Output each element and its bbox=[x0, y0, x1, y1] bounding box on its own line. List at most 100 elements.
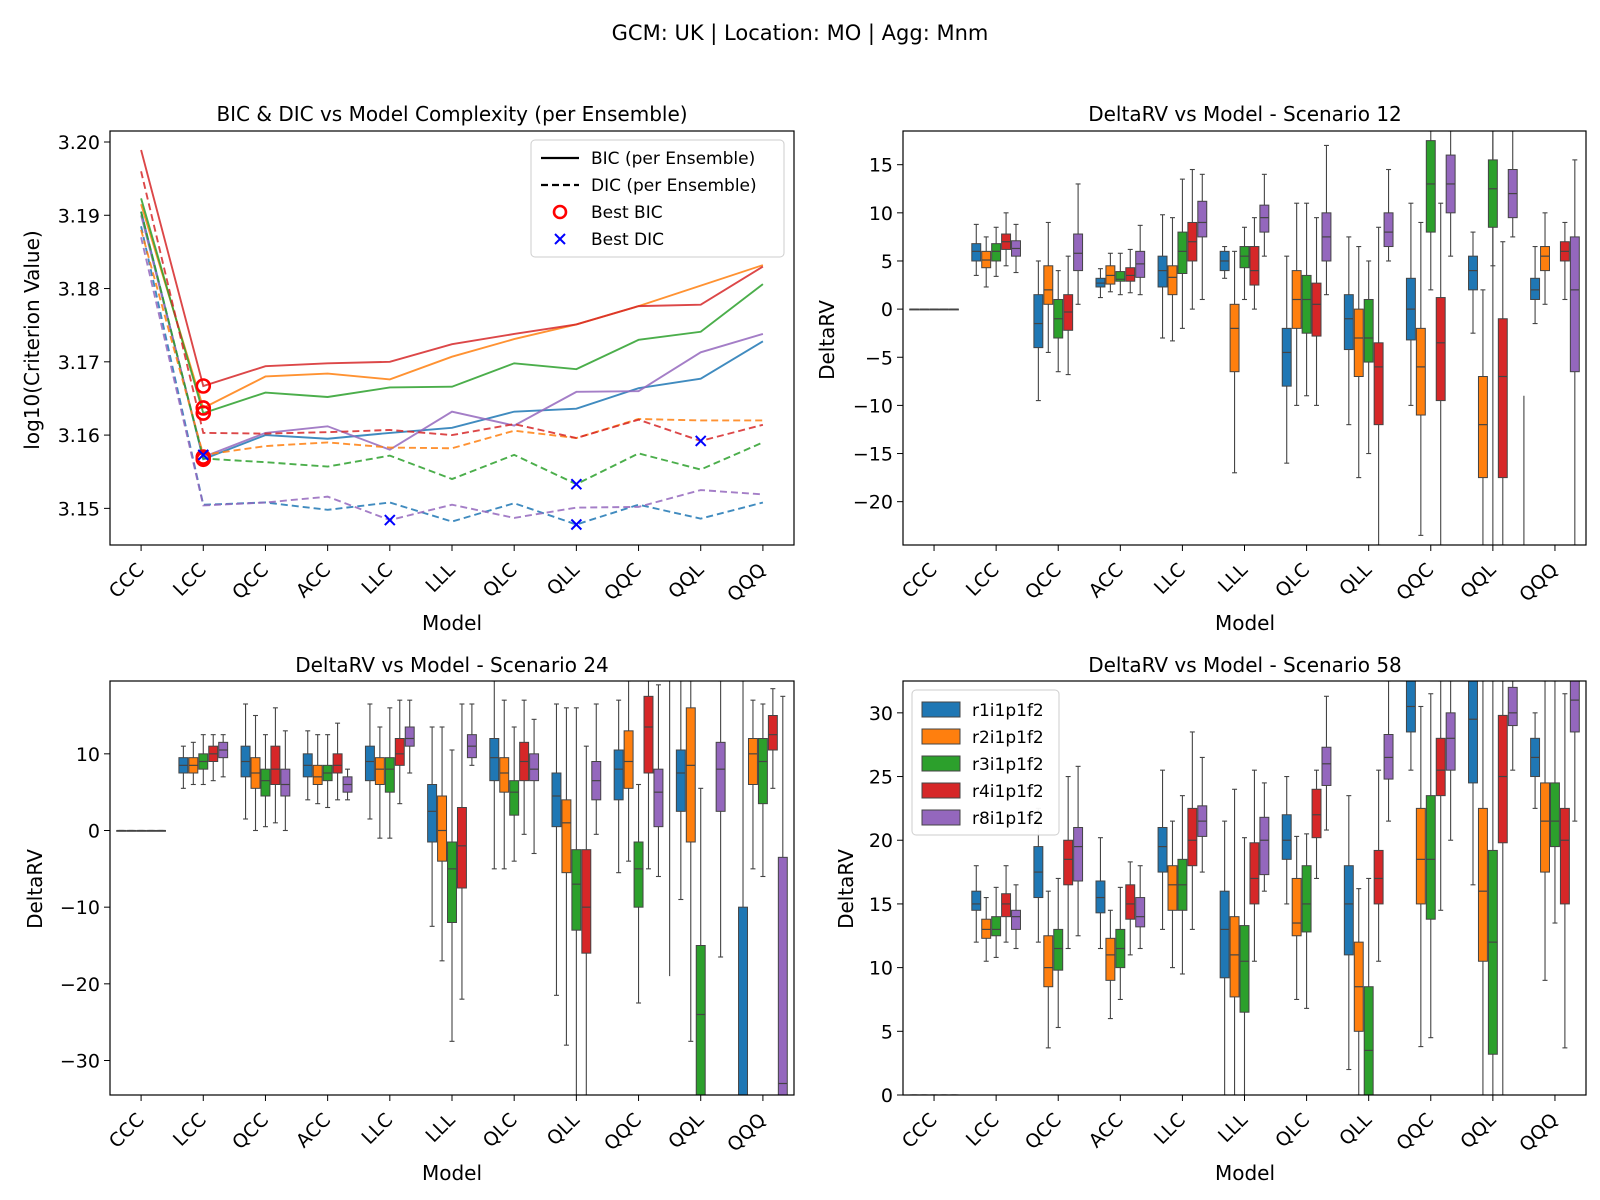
legend-best-bic-label: Best BIC bbox=[591, 203, 663, 223]
box-r2i1p1f2 bbox=[1167, 265, 1178, 296]
box-r2i1p1f2 bbox=[1415, 327, 1426, 416]
box-r1i1p1f2 bbox=[675, 749, 686, 812]
panel-bic-dic: BIC & DIC vs Model Complexity (per Ensem… bbox=[20, 102, 795, 635]
panel-4-title: DeltaRV vs Model - Scenario 58 bbox=[1088, 653, 1402, 677]
box-r4i1p1f2 bbox=[1559, 807, 1570, 905]
axes-frame bbox=[109, 680, 795, 1096]
box-r3i1p1f2 bbox=[1239, 925, 1250, 1013]
box-r2i1p1f2 bbox=[312, 764, 323, 785]
box-r3i1p1f2 bbox=[260, 768, 271, 797]
x-tick-label: QCC bbox=[1021, 1109, 1066, 1154]
box-r2i1p1f2 bbox=[1167, 865, 1178, 911]
y-tick-label: 3.20 bbox=[58, 132, 100, 154]
box-r2i1p1f2 bbox=[1043, 935, 1054, 988]
legend-swatch-r2i1p1f2 bbox=[921, 728, 961, 745]
legend-best-dic-label: Best DIC bbox=[591, 230, 664, 250]
panel-scenario-24: DeltaRV vs Model - Scenario 24 Model Del… bbox=[23, 653, 795, 1185]
plot-area bbox=[140, 149, 764, 531]
y-tick-label: 0 bbox=[881, 299, 893, 321]
box-r8i1p1f2 bbox=[1135, 897, 1146, 928]
box-r1i1p1f2 bbox=[971, 890, 982, 911]
box-r2i1p1f2 bbox=[685, 707, 696, 843]
y-tick-label: 15 bbox=[869, 155, 893, 177]
legend-label-r3i1p1f2: r3i1p1f2 bbox=[972, 755, 1044, 775]
box-r1i1p1f2 bbox=[427, 784, 438, 843]
series-line-bic-r1i1p1f2 bbox=[140, 211, 764, 461]
x-tick-label: QQL bbox=[664, 1109, 708, 1153]
x-tick-label: QLC bbox=[1271, 1109, 1314, 1152]
box-r4i1p1f2 bbox=[332, 753, 343, 774]
y-tick-label: 10 bbox=[76, 744, 100, 766]
box-r1i1p1f2 bbox=[1343, 294, 1354, 351]
box-r4i1p1f2 bbox=[1125, 267, 1136, 282]
panel-3-ylabel: DeltaRV bbox=[23, 849, 47, 929]
box-r8i1p1f2 bbox=[1383, 734, 1394, 780]
panel-1-ylabel: log10(Criterion Value) bbox=[20, 230, 44, 449]
legend-swatch-r8i1p1f2 bbox=[921, 809, 961, 826]
box-r8i1p1f2 bbox=[715, 741, 726, 812]
y-tick-label: 5 bbox=[881, 1021, 893, 1043]
box-r2i1p1f2 bbox=[1477, 807, 1488, 962]
x-tick-label: QQQ bbox=[723, 559, 770, 606]
best-dic-marker bbox=[384, 514, 396, 526]
box-r4i1p1f2 bbox=[1497, 714, 1508, 844]
legend-swatch-r1i1p1f2 bbox=[921, 701, 961, 718]
x-tick-label: QQQ bbox=[723, 1109, 770, 1156]
box-r1i1p1f2 bbox=[1157, 826, 1168, 873]
y-tick-label: −15 bbox=[853, 444, 893, 466]
box-r4i1p1f2 bbox=[1497, 318, 1508, 479]
panel-2-ylabel: DeltaRV bbox=[815, 300, 839, 380]
box-r8i1p1f2 bbox=[1507, 686, 1518, 727]
x-tick-label: ACC bbox=[292, 1109, 335, 1152]
box-r8i1p1f2 bbox=[1383, 212, 1394, 248]
legend-label-r8i1p1f2: r8i1p1f2 bbox=[972, 809, 1044, 829]
x-tick-label: CCC bbox=[898, 559, 942, 603]
legend-swatch-r3i1p1f2 bbox=[921, 755, 961, 772]
box-r1i1p1f2 bbox=[1468, 681, 1478, 784]
legend-bic-label: BIC (per Ensemble) bbox=[591, 149, 755, 169]
box-r4i1p1f2 bbox=[1435, 297, 1446, 402]
y-tick-label: 3.19 bbox=[58, 205, 100, 227]
box-r8i1p1f2 bbox=[1197, 200, 1208, 238]
plot-area bbox=[116, 681, 788, 1095]
x-tick-label: ACC bbox=[292, 559, 335, 602]
box-r2i1p1f2 bbox=[1415, 807, 1426, 905]
panel-4-xlabel: Model bbox=[1215, 1161, 1275, 1185]
box-r3i1p1f2 bbox=[633, 841, 644, 908]
box-r2i1p1f2 bbox=[747, 738, 758, 785]
box-r4i1p1f2 bbox=[456, 807, 467, 889]
y-tick-label: 3.16 bbox=[58, 425, 100, 447]
box-r2i1p1f2 bbox=[1353, 308, 1364, 378]
series-line-dic-r3i1p1f2 bbox=[140, 211, 764, 486]
y-tick-label: −10 bbox=[60, 897, 100, 919]
best-bic-marker bbox=[195, 405, 212, 421]
box-r3i1p1f2 bbox=[695, 945, 706, 1095]
series-line-bic-r4i1p1f2 bbox=[140, 149, 764, 388]
box-r8i1p1f2 bbox=[529, 753, 540, 782]
panel-2-title: DeltaRV vs Model - Scenario 12 bbox=[1088, 102, 1402, 126]
x-tick-label: LCC bbox=[962, 1109, 1004, 1151]
series-line-bic-r8i1p1f2 bbox=[140, 215, 764, 459]
y-tick-label: 3.18 bbox=[58, 279, 100, 301]
box-r3i1p1f2 bbox=[991, 916, 1002, 937]
box-r4i1p1f2 bbox=[1001, 893, 1012, 918]
box-r2i1p1f2 bbox=[1229, 303, 1240, 373]
box-r4i1p1f2 bbox=[1063, 839, 1074, 886]
box-r1i1p1f2 bbox=[1343, 865, 1354, 956]
box-r1i1p1f2 bbox=[1157, 255, 1168, 288]
box-r4i1p1f2 bbox=[394, 738, 405, 766]
axes-frame bbox=[109, 130, 795, 546]
box-r4i1p1f2 bbox=[1249, 842, 1260, 905]
x-tick-label: CCC bbox=[898, 1109, 942, 1153]
box-r2i1p1f2 bbox=[1477, 376, 1488, 479]
x-tick-label: LLL bbox=[1214, 559, 1252, 597]
legend-best-dic-swatch bbox=[554, 233, 566, 245]
y-tick-label: 10 bbox=[869, 203, 893, 225]
panel-scenario-58: DeltaRV vs Model - Scenario 58 Model Del… bbox=[834, 653, 1587, 1185]
best-bic-marker bbox=[195, 378, 212, 394]
best-bic-marker bbox=[195, 400, 212, 416]
box-r3i1p1f2 bbox=[1115, 271, 1126, 282]
box-r8i1p1f2 bbox=[1259, 816, 1270, 876]
x-tick-label: QCC bbox=[228, 1109, 273, 1154]
box-r4i1p1f2 bbox=[1125, 884, 1136, 920]
